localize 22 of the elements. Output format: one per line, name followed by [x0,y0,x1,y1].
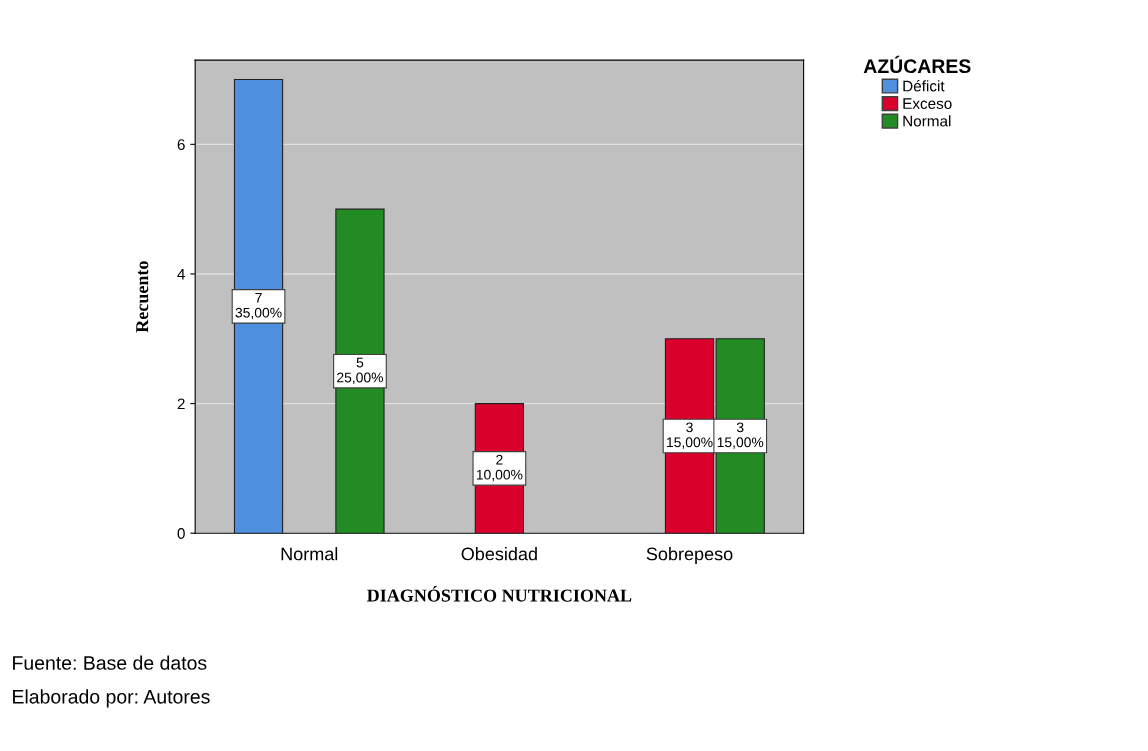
legend-label: Déficit [903,80,945,92]
data-label: 3 15,00% [667,422,713,449]
x-tick-label: Normal [281,547,338,561]
y-tick-label: 2 [177,398,185,410]
y-tick-label: 6 [177,139,185,151]
source-note: Fuente: Base de datos [13,655,207,670]
y-tick-label: 0 [177,528,185,539]
y-axis-title: Recuento [136,261,149,333]
x-tick-label: Obesidad [461,547,537,561]
y-tick-label: 4 [177,268,185,280]
data-label: 2 10,00% [476,454,523,482]
bar [335,208,385,534]
text: Elaborado por: Autores [13,689,210,708]
bar [233,78,284,534]
x-axis-title: DIAGNÓSTICO NUTRICIONAL [367,586,632,602]
legend-title: AZÚCARES [863,55,971,74]
data-label: 5 25,00% [337,357,384,385]
legend-label: Exceso [903,98,952,109]
x-tick-label: Sobrepeso [646,547,733,564]
legend-label: Normal [903,115,951,127]
data-label: 3 15,00% [717,422,764,449]
data-label: 7 35,00% [235,292,282,320]
